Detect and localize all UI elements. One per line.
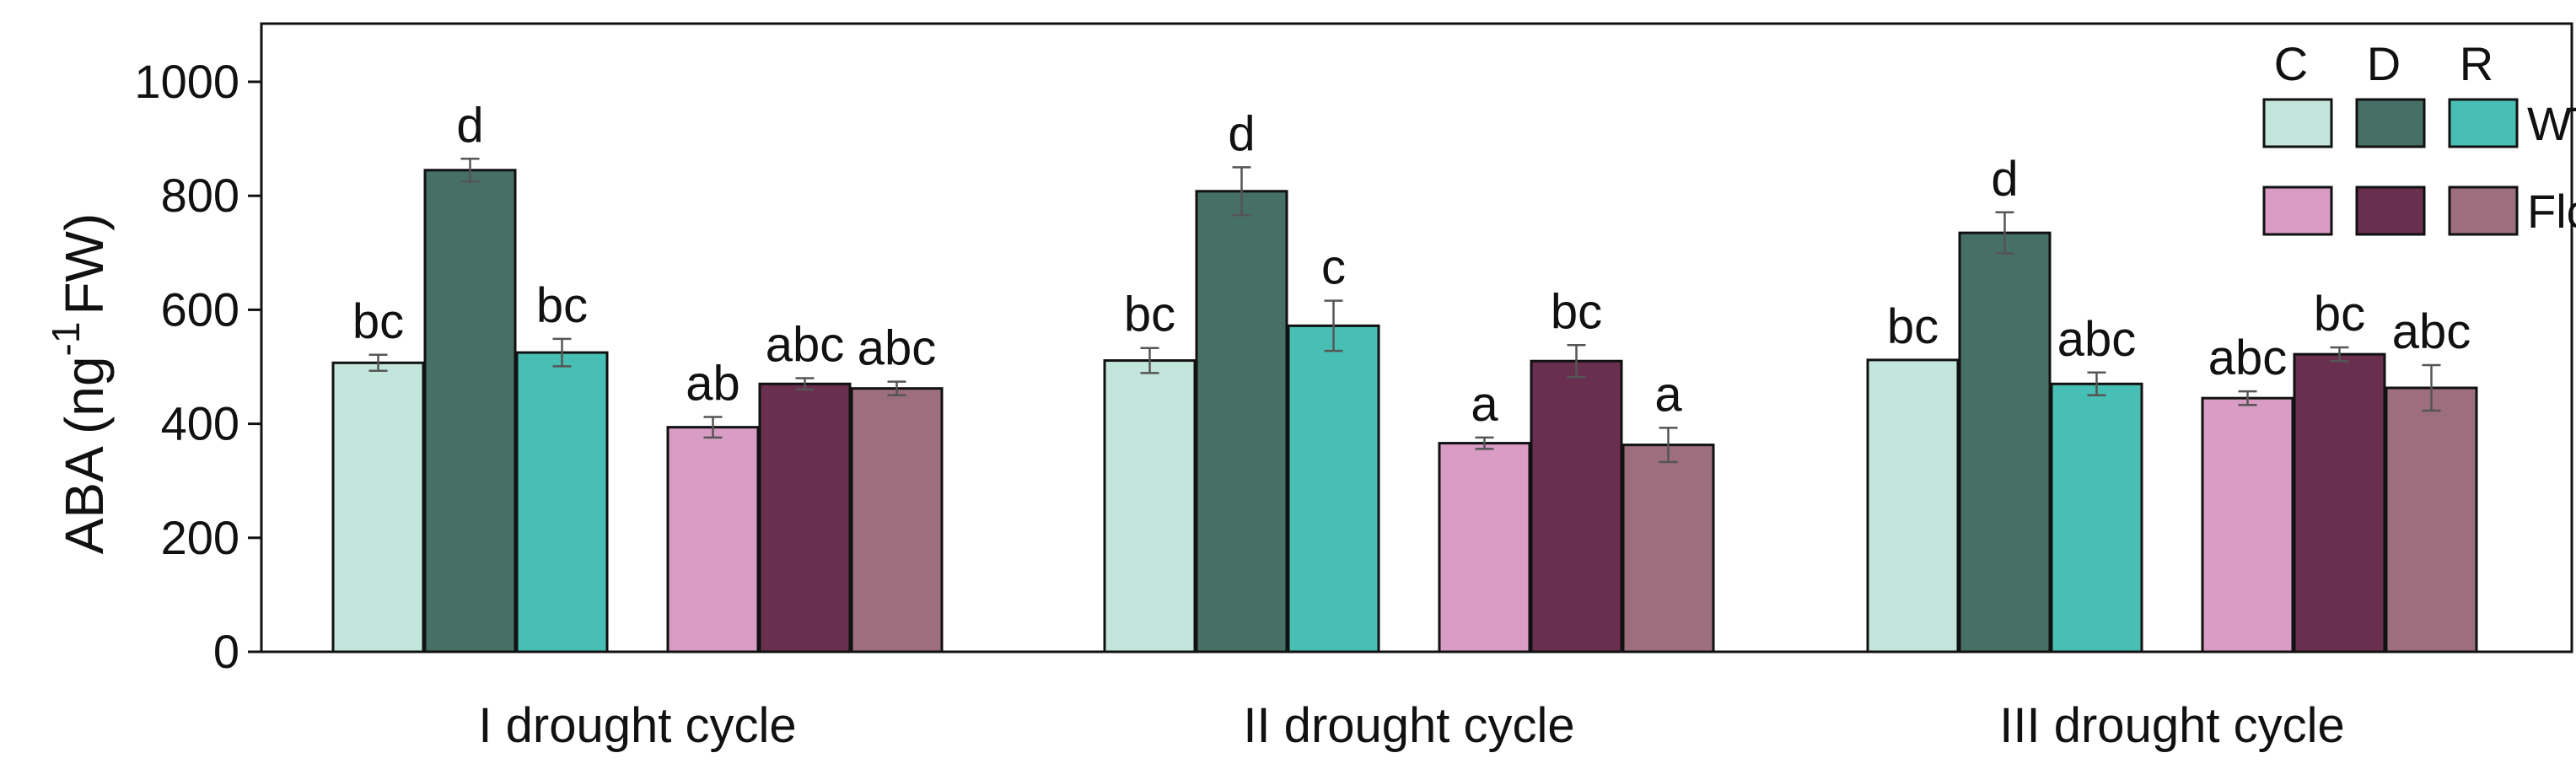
legend-column-label: D	[2367, 37, 2401, 90]
legend-swatch-flc-r	[2448, 186, 2519, 236]
y-tick-label: 200	[161, 511, 239, 564]
bar-wt-d-cycle-2	[1195, 190, 1288, 653]
significance-letter: abc	[2392, 304, 2471, 359]
legend-column-label: R	[2460, 37, 2493, 90]
significance-letter: d	[1228, 106, 1255, 161]
significance-letter: abc	[2057, 312, 2137, 367]
significance-letter: bc	[352, 294, 404, 349]
bar-wt-d-cycle-1	[423, 169, 517, 653]
legend-swatch-flc-d	[2355, 186, 2426, 236]
y-axis-label: ABA (ng-1 FW)	[44, 213, 115, 555]
significance-letter: bc	[536, 278, 588, 333]
bar-flc-r-cycle-1	[850, 387, 944, 653]
y-axis-label-tail: FW)	[54, 213, 115, 315]
significance-letter: a	[1471, 377, 1498, 432]
significance-letter: bc	[1887, 299, 1939, 354]
significance-letter: bc	[1551, 284, 1602, 339]
bar-flc-r-cycle-3	[2385, 386, 2478, 653]
category-label: II drought cycle	[1243, 698, 1574, 753]
significance-letter: abc	[2208, 331, 2288, 385]
y-axis-label-sup: -1	[44, 322, 88, 357]
y-tick-label: 0	[213, 625, 239, 678]
error-bars	[368, 158, 2441, 464]
y-axis-label-main: ABA (ng	[54, 356, 115, 554]
bar-flc-c-cycle-1	[666, 426, 760, 653]
bar-wt-r-cycle-3	[2050, 382, 2143, 653]
bar-flc-r-cycle-2	[1621, 444, 1715, 653]
legend-column-label: C	[2274, 37, 2308, 90]
y-tick-label: 400	[161, 397, 239, 450]
bar-wt-c-cycle-3	[1866, 358, 1960, 653]
significance-letter: ab	[686, 356, 740, 411]
bar-wt-d-cycle-3	[1958, 231, 2052, 653]
bar-wt-c-cycle-1	[331, 361, 425, 653]
significance-letter: bc	[1124, 288, 1175, 342]
category-label: III drought cycle	[1999, 698, 2344, 753]
y-tick-label: 1000	[134, 55, 239, 108]
bars	[331, 169, 2478, 653]
bar-wt-c-cycle-2	[1103, 359, 1197, 653]
legend-swatch-wt-d	[2355, 98, 2426, 148]
significance-letter: c	[1321, 240, 1346, 295]
legend-swatch-wt-r	[2448, 98, 2519, 148]
y-tick-label: 800	[161, 169, 239, 222]
legend-swatch-flc-c	[2262, 186, 2333, 236]
plot-frame	[260, 22, 2573, 653]
bar-wt-r-cycle-1	[515, 351, 609, 653]
bar-flc-d-cycle-1	[758, 382, 852, 653]
bar-flc-c-cycle-3	[2201, 396, 2294, 653]
bar-flc-c-cycle-2	[1438, 442, 1531, 653]
legend-row-label: WT	[2527, 97, 2576, 150]
bar-wt-r-cycle-2	[1287, 324, 1380, 653]
legend-row-label: Flc	[2527, 185, 2576, 238]
significance-letter: abc	[858, 321, 937, 376]
significance-letter: d	[1991, 152, 2018, 207]
axes: 0 200 400 600 800 1000 I drought cycle II droug…	[134, 22, 2573, 753]
significance-letter: abc	[766, 318, 845, 373]
significance-letter: bc	[2314, 287, 2365, 341]
bar-flc-d-cycle-2	[1530, 359, 1623, 653]
significance-letter: d	[456, 98, 483, 153]
significance-letter: a	[1654, 367, 1682, 422]
bar-flc-d-cycle-3	[2293, 352, 2386, 653]
legend: C D R WT Flc	[2262, 37, 2576, 238]
legend-swatch-wt-c	[2262, 98, 2333, 148]
y-tick-label: 600	[161, 282, 239, 336]
category-label: I drought cycle	[478, 698, 796, 753]
